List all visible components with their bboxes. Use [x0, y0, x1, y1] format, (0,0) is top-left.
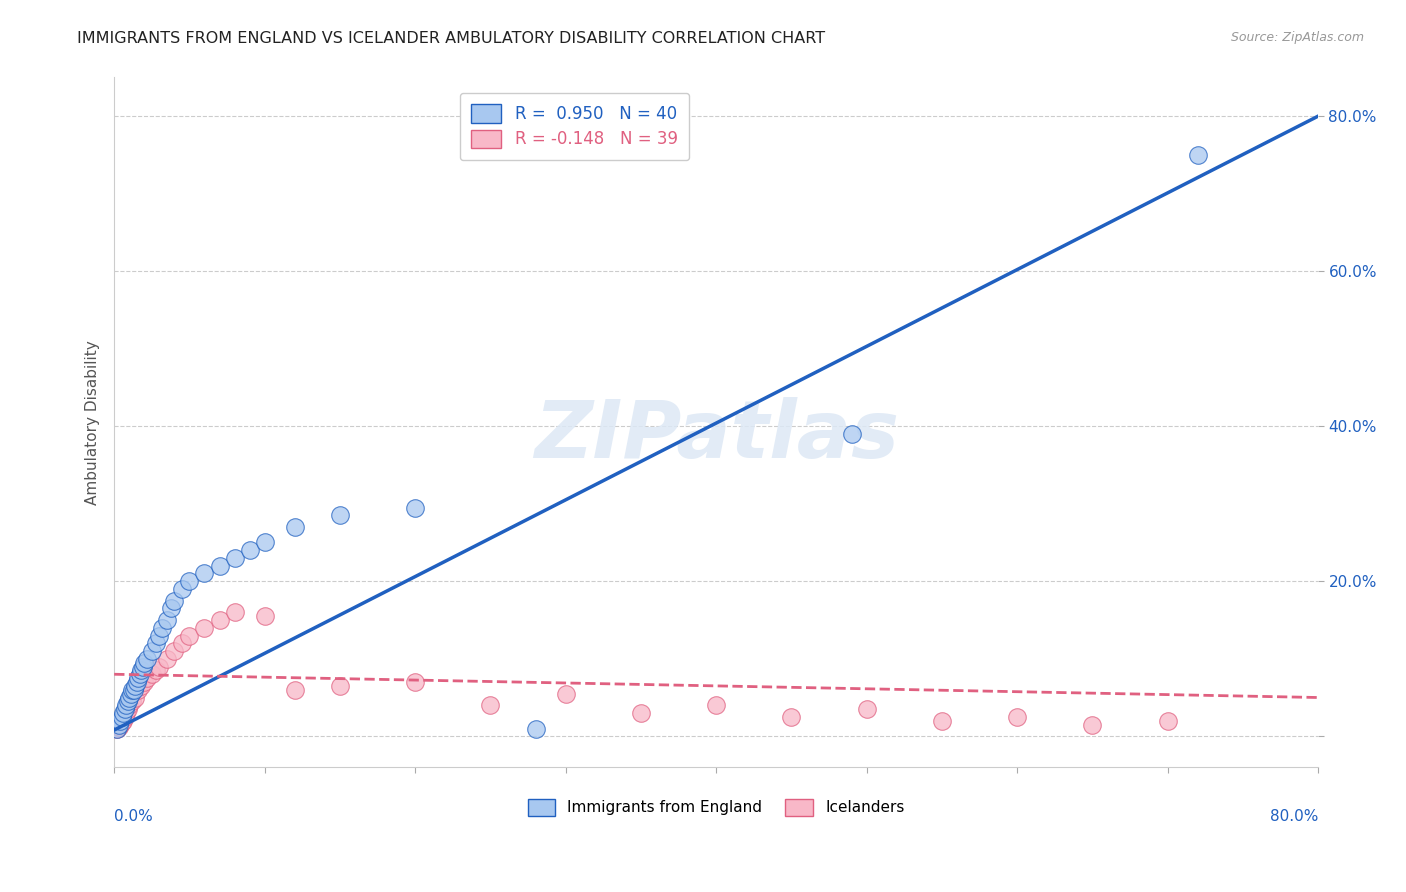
Point — [117, 702, 139, 716]
Point — [136, 652, 159, 666]
Point — [122, 682, 145, 697]
Point — [112, 706, 135, 720]
Point — [284, 520, 307, 534]
Point — [132, 659, 155, 673]
Point — [630, 706, 652, 720]
Point — [124, 679, 146, 693]
Point — [127, 671, 149, 685]
Point — [193, 566, 215, 581]
Point — [208, 613, 231, 627]
Point — [134, 675, 156, 690]
Point — [404, 675, 426, 690]
Point — [329, 679, 352, 693]
Point — [224, 605, 246, 619]
Point — [127, 682, 149, 697]
Point — [111, 710, 134, 724]
Point — [479, 698, 502, 713]
Point — [107, 720, 129, 734]
Point — [134, 656, 156, 670]
Point — [111, 715, 134, 730]
Text: ZIPatlas: ZIPatlas — [534, 397, 898, 475]
Point — [1081, 717, 1104, 731]
Point — [145, 636, 167, 650]
Point — [170, 582, 193, 596]
Point — [108, 714, 131, 728]
Point — [160, 601, 183, 615]
Text: 0.0%: 0.0% — [114, 809, 153, 823]
Point — [108, 717, 131, 731]
Point — [112, 714, 135, 728]
Text: 80.0%: 80.0% — [1270, 809, 1317, 823]
Point — [128, 667, 150, 681]
Point — [129, 664, 152, 678]
Point — [524, 722, 547, 736]
Point — [163, 644, 186, 658]
Point — [170, 636, 193, 650]
Point — [404, 500, 426, 515]
Point — [284, 682, 307, 697]
Point — [156, 652, 179, 666]
Legend: Immigrants from England, Icelanders: Immigrants from England, Icelanders — [522, 793, 911, 822]
Point — [224, 551, 246, 566]
Point — [841, 427, 863, 442]
Point — [105, 722, 128, 736]
Point — [115, 706, 138, 720]
Point — [329, 508, 352, 523]
Point — [208, 558, 231, 573]
Point — [554, 687, 576, 701]
Point — [117, 694, 139, 708]
Point — [1156, 714, 1178, 728]
Point — [124, 690, 146, 705]
Point — [120, 687, 142, 701]
Point — [193, 621, 215, 635]
Point — [125, 675, 148, 690]
Point — [118, 698, 141, 713]
Point — [253, 609, 276, 624]
Point — [129, 679, 152, 693]
Point — [704, 698, 727, 713]
Point — [107, 717, 129, 731]
Point — [179, 628, 201, 642]
Point — [148, 659, 170, 673]
Point — [1005, 710, 1028, 724]
Point — [118, 690, 141, 705]
Point — [105, 722, 128, 736]
Point — [163, 593, 186, 607]
Text: IMMIGRANTS FROM ENGLAND VS ICELANDER AMBULATORY DISABILITY CORRELATION CHART: IMMIGRANTS FROM ENGLAND VS ICELANDER AMB… — [77, 31, 825, 46]
Point — [156, 613, 179, 627]
Point — [1187, 148, 1209, 162]
Point — [121, 682, 143, 697]
Point — [136, 671, 159, 685]
Y-axis label: Ambulatory Disability: Ambulatory Disability — [86, 340, 100, 505]
Point — [253, 535, 276, 549]
Point — [239, 543, 262, 558]
Point — [114, 702, 136, 716]
Text: Source: ZipAtlas.com: Source: ZipAtlas.com — [1230, 31, 1364, 45]
Point — [150, 621, 173, 635]
Point — [780, 710, 803, 724]
Point — [855, 702, 877, 716]
Point — [141, 644, 163, 658]
Point — [931, 714, 953, 728]
Point — [148, 628, 170, 642]
Point — [115, 698, 138, 713]
Point — [114, 710, 136, 724]
Point — [145, 664, 167, 678]
Point — [141, 667, 163, 681]
Point — [179, 574, 201, 589]
Point — [121, 694, 143, 708]
